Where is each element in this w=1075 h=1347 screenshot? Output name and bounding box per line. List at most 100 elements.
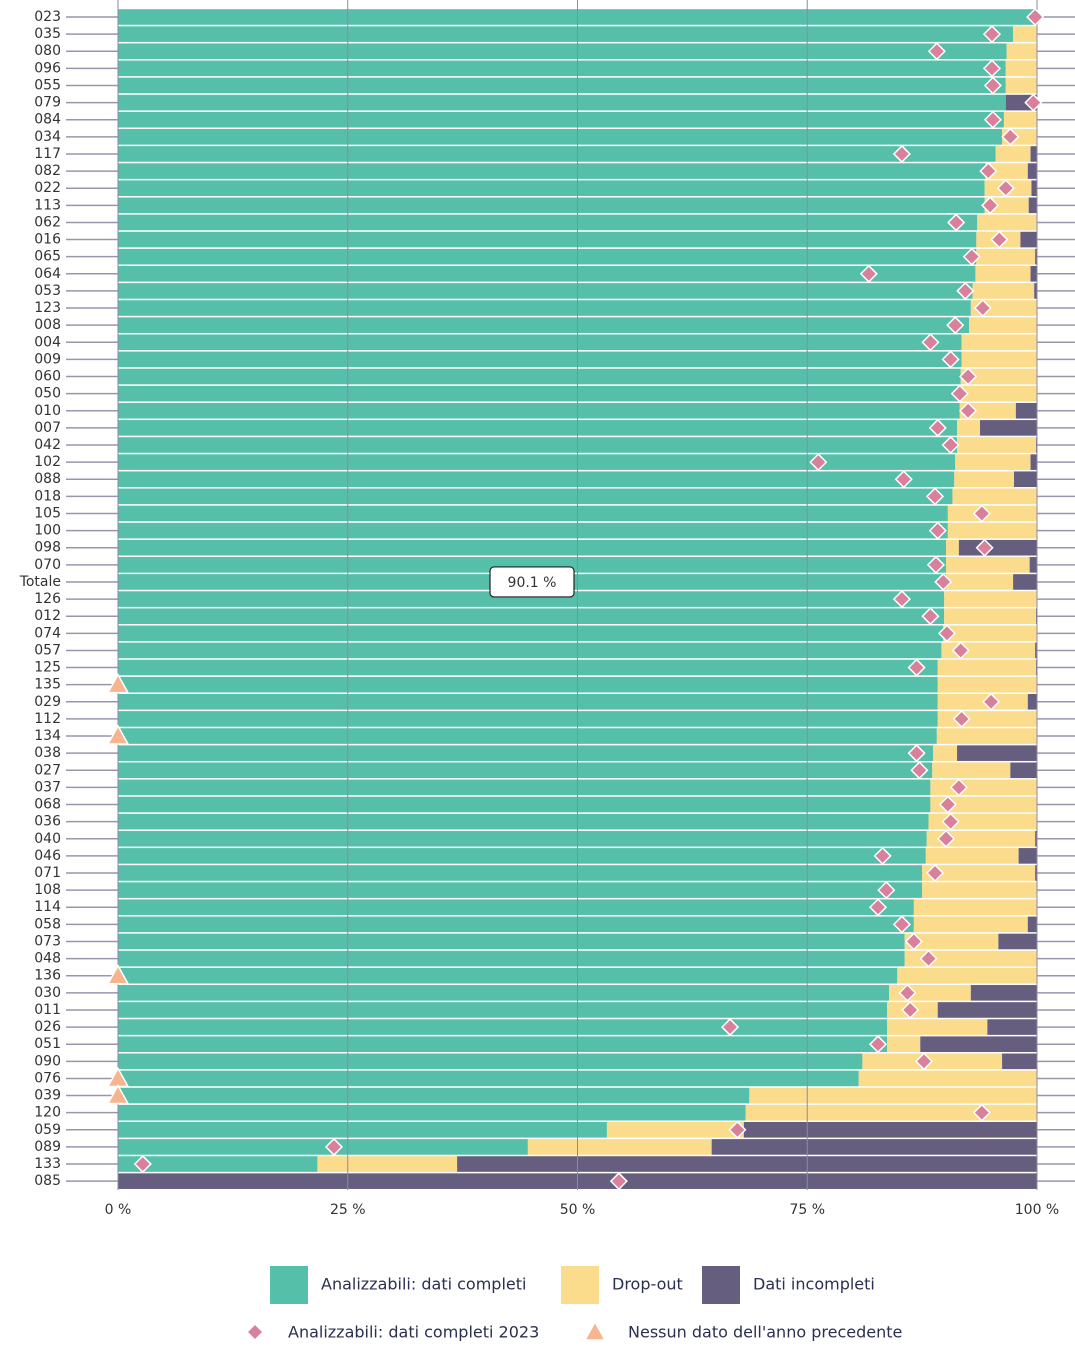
bar-segment — [1027, 916, 1037, 933]
legend-marker — [583, 1320, 607, 1341]
y-tick-label: 027 — [34, 762, 61, 778]
diamond-marker — [868, 1035, 888, 1054]
bar-segment — [913, 899, 1037, 916]
bar-segment — [1020, 231, 1037, 248]
bar-segment — [118, 539, 947, 556]
bar-segment — [118, 43, 1007, 60]
diamond-marker — [1024, 93, 1043, 112]
bar-segment — [118, 385, 960, 402]
bar-segment — [1014, 471, 1037, 488]
bar-segment — [118, 1070, 859, 1087]
y-tick-label: 048 — [34, 951, 61, 967]
y-tick-label: 023 — [34, 9, 61, 25]
diamond-marker — [928, 521, 947, 540]
y-tick-label: 123 — [34, 300, 61, 316]
y-tick-label: 112 — [34, 711, 61, 727]
diamond-marker — [973, 298, 992, 318]
bar-segment — [922, 882, 1037, 898]
bar-segment — [955, 454, 1031, 470]
bar-segment — [946, 574, 1014, 590]
diamond-marker — [892, 915, 911, 934]
bar-segment — [118, 557, 947, 573]
bar-segment — [118, 608, 945, 624]
x-tick-label: 100 % — [1015, 1202, 1059, 1218]
diamond-marker — [868, 898, 888, 917]
bar-segment — [957, 420, 981, 436]
bar-segment — [118, 317, 969, 333]
bar-segment — [977, 214, 1037, 231]
y-tick-label: 076 — [34, 1070, 61, 1086]
bar-segment — [946, 539, 959, 556]
y-tick-label: 039 — [34, 1088, 61, 1104]
diamond-marker — [921, 333, 940, 352]
legend-marker — [245, 1322, 265, 1342]
bar-segment — [958, 539, 1037, 556]
diamond-marker — [324, 1137, 344, 1156]
bar-segment — [961, 351, 1037, 368]
diamond-marker — [892, 590, 911, 609]
diamond-marker — [894, 470, 913, 489]
diamond-marker — [728, 1120, 747, 1139]
diamond-marker — [982, 59, 1002, 78]
y-tick-label: 074 — [34, 625, 61, 641]
bar-segment — [118, 197, 985, 214]
bar-segment — [976, 248, 1036, 265]
y-tick-label: 016 — [34, 232, 61, 248]
bar-segment — [745, 1104, 1037, 1121]
bar-segment — [937, 659, 1037, 676]
legend-label: Analizzabili: dati completi 2023 — [288, 1323, 539, 1342]
x-tick-label: 25 % — [330, 1202, 366, 1218]
bar-segment — [972, 283, 1035, 299]
legend-label: Dati incompleti — [753, 1275, 875, 1294]
y-tick-label: 088 — [34, 471, 61, 487]
diamond-marker — [904, 932, 923, 951]
bar-segment — [118, 163, 986, 179]
bar-segment — [961, 334, 1037, 351]
bar-segment — [118, 94, 1006, 111]
bar-segment — [118, 1122, 607, 1138]
y-tick-label: 062 — [34, 214, 61, 230]
diamond-marker — [938, 795, 957, 814]
y-tick-label: 036 — [34, 814, 61, 830]
diamond-marker — [925, 487, 945, 506]
bar-segment — [937, 676, 1037, 693]
diamond-marker — [925, 863, 945, 883]
bar-segment — [922, 865, 1036, 881]
diamond-marker — [947, 213, 966, 232]
triangle-marker — [106, 724, 130, 745]
y-tick-label: 060 — [34, 369, 61, 385]
diamond-marker — [914, 1052, 934, 1071]
y-tick-label: 090 — [34, 1053, 61, 1069]
y-tick-label: 026 — [34, 1019, 61, 1035]
diamond-marker — [981, 692, 1001, 711]
bar-segment — [118, 625, 944, 642]
bar-segment — [930, 796, 1037, 813]
diamond-marker — [877, 881, 896, 900]
bar-segment — [947, 522, 1037, 539]
y-tick-label: 037 — [34, 779, 61, 795]
y-tick-label: 098 — [34, 540, 61, 556]
y-tick-label: 040 — [34, 831, 61, 847]
y-tick-label: 059 — [34, 1122, 61, 1138]
bar-segment — [1003, 111, 1037, 128]
y-tick-label: 084 — [34, 112, 61, 128]
bar-segment — [118, 762, 933, 779]
y-tick-label: 055 — [34, 77, 61, 93]
bar-segment — [897, 967, 1037, 984]
bar-segment — [118, 848, 926, 864]
triangle-marker — [106, 673, 130, 694]
diamond-marker — [979, 162, 998, 181]
bar-segment — [118, 231, 977, 248]
bar-segment — [1010, 762, 1037, 779]
legend-swatch — [702, 1266, 740, 1304]
bar-segment — [1035, 830, 1037, 847]
diamond-marker — [937, 624, 956, 643]
bar-segment — [984, 197, 1029, 214]
bar-segment — [913, 916, 1028, 933]
y-tick-label: 082 — [34, 163, 61, 179]
bar-segment — [118, 1019, 888, 1035]
bar-segment — [118, 1104, 746, 1121]
diamond-marker — [972, 504, 991, 523]
x-tick-label: 50 % — [560, 1202, 596, 1218]
